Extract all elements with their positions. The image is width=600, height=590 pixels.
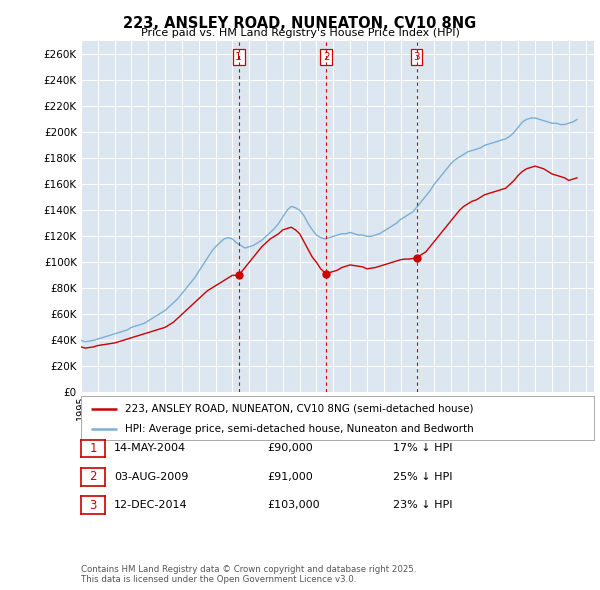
Text: 3: 3 <box>413 52 420 62</box>
Text: 25% ↓ HPI: 25% ↓ HPI <box>393 472 452 481</box>
Text: £91,000: £91,000 <box>267 472 313 481</box>
Point <box>322 269 331 278</box>
Text: HPI: Average price, semi-detached house, Nuneaton and Bedworth: HPI: Average price, semi-detached house,… <box>125 424 473 434</box>
Text: £103,000: £103,000 <box>267 500 320 510</box>
Point <box>234 271 244 280</box>
Text: £90,000: £90,000 <box>267 444 313 453</box>
Text: 03-AUG-2009: 03-AUG-2009 <box>114 472 188 481</box>
Text: 2: 2 <box>323 52 330 62</box>
Point <box>412 254 421 263</box>
Text: 2: 2 <box>89 470 97 483</box>
Text: 1: 1 <box>235 52 242 62</box>
Text: 3: 3 <box>89 499 97 512</box>
Text: Price paid vs. HM Land Registry's House Price Index (HPI): Price paid vs. HM Land Registry's House … <box>140 28 460 38</box>
Text: 1: 1 <box>89 442 97 455</box>
Text: 14-MAY-2004: 14-MAY-2004 <box>114 444 186 453</box>
Text: Contains HM Land Registry data © Crown copyright and database right 2025.
This d: Contains HM Land Registry data © Crown c… <box>81 565 416 584</box>
Text: 223, ANSLEY ROAD, NUNEATON, CV10 8NG: 223, ANSLEY ROAD, NUNEATON, CV10 8NG <box>124 16 476 31</box>
Text: 23% ↓ HPI: 23% ↓ HPI <box>393 500 452 510</box>
Text: 17% ↓ HPI: 17% ↓ HPI <box>393 444 452 453</box>
Text: 223, ANSLEY ROAD, NUNEATON, CV10 8NG (semi-detached house): 223, ANSLEY ROAD, NUNEATON, CV10 8NG (se… <box>125 404 473 414</box>
Text: 12-DEC-2014: 12-DEC-2014 <box>114 500 188 510</box>
